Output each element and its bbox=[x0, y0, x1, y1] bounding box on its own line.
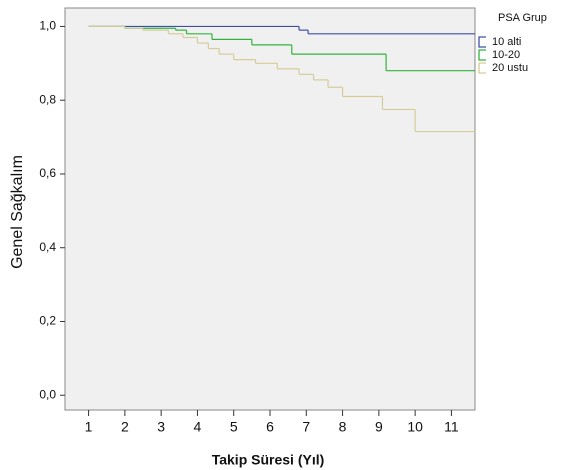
x-tick-label: 9 bbox=[375, 419, 383, 435]
y-tick-label: 0,8 bbox=[39, 92, 56, 106]
y-tick-label: 0,4 bbox=[39, 240, 56, 254]
legend-title: PSA Grup bbox=[498, 12, 547, 24]
y-axis-title: Genel Sağkalım bbox=[9, 155, 26, 269]
x-tick-label: 3 bbox=[157, 419, 165, 435]
y-tick-label: 1,0 bbox=[39, 19, 56, 33]
y-tick-label: 0,6 bbox=[39, 166, 56, 180]
x-tick-label: 6 bbox=[266, 419, 274, 435]
legend-label: 20 ustu bbox=[492, 62, 528, 74]
x-tick-label: 2 bbox=[121, 419, 129, 435]
x-tick-label: 10 bbox=[407, 419, 423, 435]
x-tick-label: 11 bbox=[444, 419, 459, 435]
x-tick-label: 8 bbox=[339, 419, 347, 435]
y-tick-label: 0,2 bbox=[39, 314, 56, 328]
legend-swatch bbox=[478, 36, 486, 48]
plot-area bbox=[64, 7, 476, 411]
x-axis-title: Takip Süresi (Yıl) bbox=[212, 452, 325, 468]
legend-label: 10-20 bbox=[492, 49, 520, 61]
x-tick-label: 1 bbox=[85, 419, 93, 435]
legend-label: 10 alti bbox=[492, 36, 521, 48]
x-tick-label: 4 bbox=[194, 419, 202, 435]
x-tick-label: 5 bbox=[230, 419, 238, 435]
y-tick-label: 0,0 bbox=[39, 387, 56, 401]
legend-swatch bbox=[478, 62, 486, 74]
legend-swatch bbox=[478, 49, 486, 61]
x-tick-label: 7 bbox=[302, 419, 310, 435]
